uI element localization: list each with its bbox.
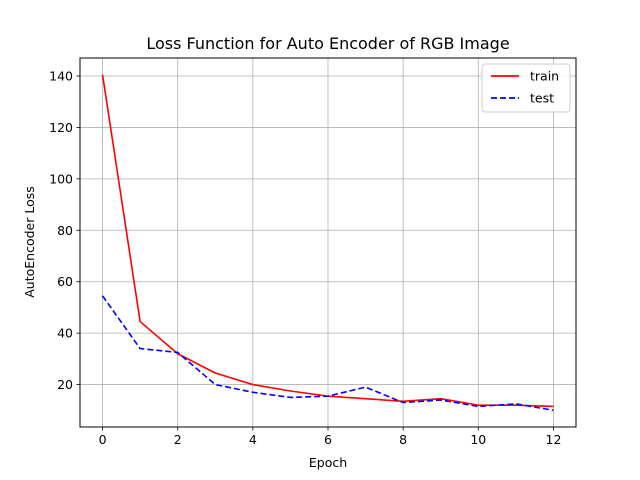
- x-tick-label: 0: [99, 432, 107, 447]
- legend-label-test: test: [530, 91, 554, 106]
- y-axis-ticks: 20 40 60 80 100 120 140: [49, 69, 80, 392]
- x-axis-ticks: 0 2 4 6 8 10 12: [99, 427, 562, 447]
- y-tick-label: 40: [57, 326, 73, 341]
- y-tick-label: 80: [57, 223, 73, 238]
- series-lines: [101, 74, 554, 412]
- x-tick-label: 8: [399, 432, 407, 447]
- y-axis-label: AutoEncoder Loss: [22, 186, 37, 298]
- y-tick-label: 20: [57, 377, 73, 392]
- x-tick-label: 12: [546, 432, 562, 447]
- legend-label-train: train: [530, 69, 559, 84]
- x-tick-label: 4: [249, 432, 257, 447]
- chart-title: Loss Function for Auto Encoder of RGB Im…: [146, 34, 509, 53]
- x-tick-label: 10: [470, 432, 486, 447]
- x-axis-label: Epoch: [309, 455, 347, 470]
- y-tick-label: 100: [49, 171, 73, 186]
- y-tick-label: 60: [57, 274, 73, 289]
- grid: [80, 58, 576, 427]
- y-tick-label: 140: [49, 69, 73, 84]
- y-tick-label: 120: [49, 120, 73, 135]
- x-tick-label: 6: [324, 432, 332, 447]
- x-tick-label: 2: [174, 432, 182, 447]
- series-line-test: [101, 295, 554, 412]
- legend: train test: [481, 63, 571, 113]
